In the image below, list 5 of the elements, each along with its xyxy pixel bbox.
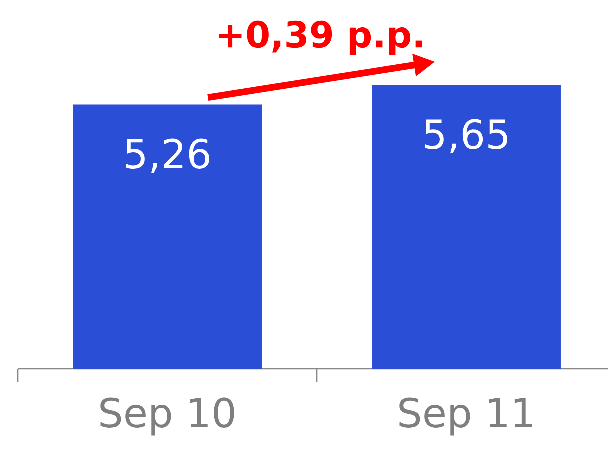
data-label: 5,65 — [425, 119, 508, 154]
data-label: 5,26 — [126, 138, 210, 174]
x-tick-label: Sep 10 — [100, 398, 234, 436]
x-tick-label: Sep 11 — [400, 398, 532, 436]
text: +0,39 p.p. — [219, 20, 422, 56]
